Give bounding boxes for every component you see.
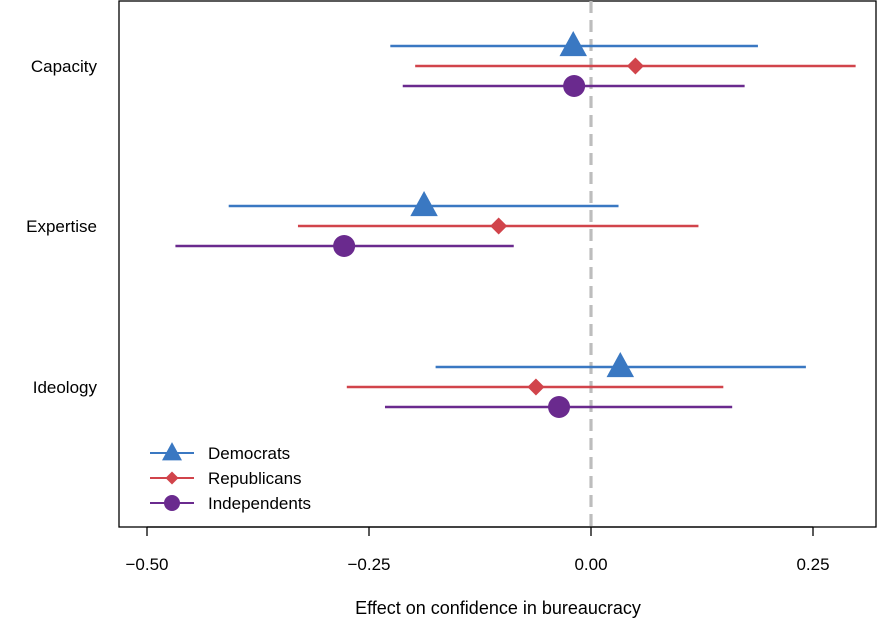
x-tick-label: 0.00 xyxy=(574,555,607,574)
legend-label: Republicans xyxy=(208,469,302,488)
point-ideology-independents xyxy=(548,396,571,418)
x-tick-label: −0.25 xyxy=(347,555,390,574)
point-ideology-democrats xyxy=(606,351,635,378)
category-label-expertise: Expertise xyxy=(26,217,97,236)
legend-label: Democrats xyxy=(208,444,290,463)
point-expertise-democrats xyxy=(410,190,438,217)
legend-marker-circle xyxy=(164,495,180,511)
legend-item-independents: Independents xyxy=(150,494,311,513)
legend-item-democrats: Democrats xyxy=(150,442,290,463)
x-axis-title: Effect on confidence in bureaucracy xyxy=(355,598,641,618)
x-tick-label: −0.50 xyxy=(125,555,168,574)
point-expertise-independents xyxy=(333,235,356,257)
legend-item-republicans: Republicans xyxy=(150,469,302,488)
legend-marker-diamond xyxy=(165,471,179,485)
point-ideology-republicans xyxy=(527,378,545,396)
point-capacity-republicans xyxy=(626,57,644,75)
category-label-ideology: Ideology xyxy=(33,378,98,397)
series-independents xyxy=(175,75,745,418)
legend-marker-triangle xyxy=(162,442,182,461)
series-republicans xyxy=(297,57,856,396)
point-capacity-independents xyxy=(563,75,586,97)
point-expertise-republicans xyxy=(490,217,508,235)
x-tick-label: 0.25 xyxy=(796,555,829,574)
series-democrats xyxy=(228,30,806,378)
category-label-capacity: Capacity xyxy=(31,57,98,76)
legend-label: Independents xyxy=(208,494,311,513)
point-capacity-democrats xyxy=(559,30,587,57)
